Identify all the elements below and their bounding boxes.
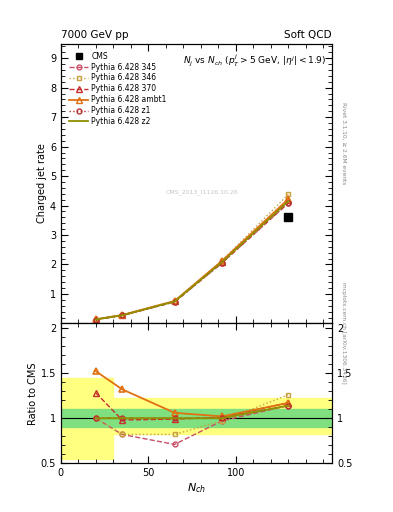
Legend: CMS, Pythia 6.428 345, Pythia 6.428 346, Pythia 6.428 370, Pythia 6.428 ambt1, P: CMS, Pythia 6.428 345, Pythia 6.428 346,… bbox=[68, 50, 168, 127]
Y-axis label: Charged jet rate: Charged jet rate bbox=[37, 143, 47, 223]
Text: CMS_2013_I1126.10.26: CMS_2013_I1126.10.26 bbox=[165, 189, 238, 195]
Text: $N_j$ vs $N_{ch}$ ($p_T^j$$>$5 GeV, $|\eta^j|$$<$1.9): $N_j$ vs $N_{ch}$ ($p_T^j$$>$5 GeV, $|\e… bbox=[183, 52, 327, 68]
Text: mcplots.cern.ch [arXiv:1306.3436]: mcplots.cern.ch [arXiv:1306.3436] bbox=[341, 282, 346, 383]
Text: Soft QCD: Soft QCD bbox=[285, 30, 332, 40]
X-axis label: $N_{ch}$: $N_{ch}$ bbox=[187, 481, 206, 495]
Text: 7000 GeV pp: 7000 GeV pp bbox=[61, 30, 129, 40]
Y-axis label: Ratio to CMS: Ratio to CMS bbox=[28, 362, 38, 424]
Text: Rivet 3.1.10, ≥ 2.6M events: Rivet 3.1.10, ≥ 2.6M events bbox=[341, 102, 346, 184]
